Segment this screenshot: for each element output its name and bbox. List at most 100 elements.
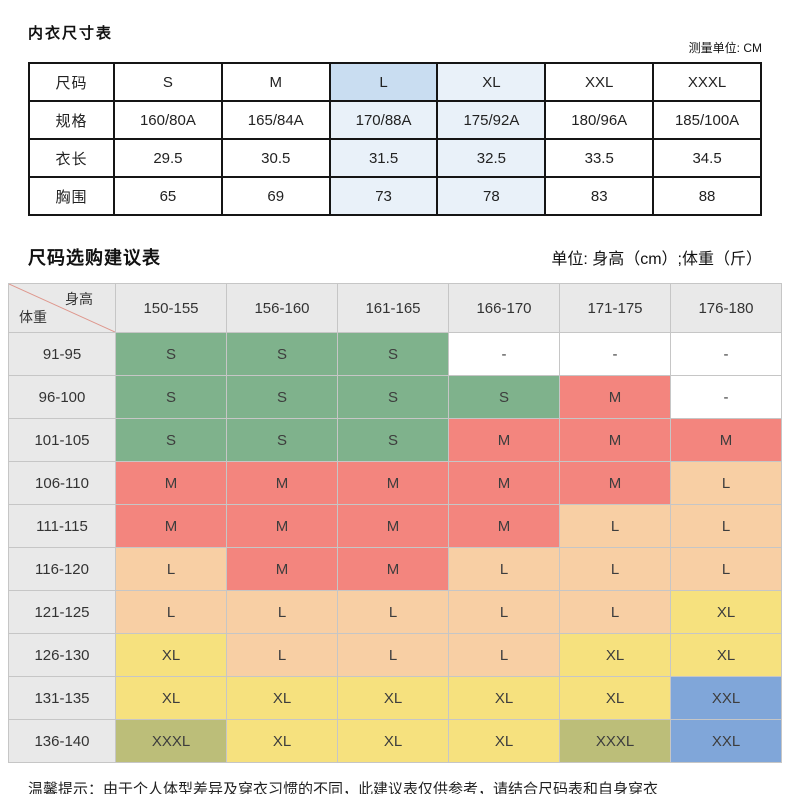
size-row-label: 尺码 xyxy=(28,62,115,102)
weight-range-label: 101-105 xyxy=(8,418,116,462)
height-range-header: 176-180 xyxy=(670,283,782,333)
rec-size-cell: S xyxy=(337,418,449,462)
rec-size-cell: L xyxy=(448,633,560,677)
size-cell: 33.5 xyxy=(544,138,655,178)
rec-size-cell: M xyxy=(559,375,671,419)
rec-size-cell: XL xyxy=(115,676,227,720)
note: 温馨提示： 由于个人体型差异及穿衣习惯的不同，此建议表仅供参考，请结合尺码表和自… xyxy=(28,779,762,794)
diagonal-divider xyxy=(9,284,115,332)
rec-size-cell: L xyxy=(559,547,671,591)
rec-size-cell: XXL xyxy=(670,719,782,763)
size-cell: 175/92A xyxy=(436,100,547,140)
rec-size-cell: L xyxy=(115,590,227,634)
size-cell: 170/88A xyxy=(328,100,439,140)
size-cell: 69 xyxy=(220,176,331,216)
rec-size-cell: XXXL xyxy=(559,719,671,763)
size-cell: 165/84A xyxy=(220,100,331,140)
rec-size-cell: M xyxy=(448,461,560,505)
rec-size-cell: S xyxy=(115,375,227,419)
size-table-row: 衣长 29.5 30.5 31.5 32.5 33.5 34.5 xyxy=(28,138,762,178)
recommendation-table: 身高 体重 150-155 156-160 161-165 166-170 171-17… xyxy=(8,283,782,763)
size-row-label: 规格 xyxy=(28,100,115,140)
size-cell: 73 xyxy=(328,176,439,216)
size-cell: M xyxy=(220,62,331,102)
weight-range-label: 126-130 xyxy=(8,633,116,677)
rec-size-cell: L xyxy=(670,461,782,505)
rec-size-cell: M xyxy=(448,418,560,462)
size-cell: 88 xyxy=(652,176,762,216)
recommendation-table-unit: 单位: 身高（cm）;体重（斤） xyxy=(551,251,762,268)
rec-size-cell: M xyxy=(337,504,449,548)
rec-size-cell: M xyxy=(226,547,338,591)
size-cell: S xyxy=(113,62,223,102)
note-line-1: 由于个人体型差异及穿衣习惯的不同，此建议表仅供参考，请结合尺码表和自身穿衣 xyxy=(103,781,659,794)
note-label: 温馨提示： xyxy=(28,781,104,794)
size-table-title: 内衣尺寸表 xyxy=(28,25,114,42)
weight-range-label: 136-140 xyxy=(8,719,116,763)
rec-table-row: 96-100 S S S S M - xyxy=(8,375,782,419)
rec-size-cell: L xyxy=(448,590,560,634)
rec-table-row: 121-125 L L L L L XL xyxy=(8,590,782,634)
size-cell: XL xyxy=(436,62,547,102)
rec-size-cell: XL xyxy=(115,633,227,677)
size-cell: L xyxy=(328,62,439,102)
size-cell: 32.5 xyxy=(436,138,547,178)
size-cell: 185/100A xyxy=(652,100,762,140)
size-row-label: 胸围 xyxy=(28,176,115,216)
rec-size-cell: M xyxy=(337,461,449,505)
rec-table-row: 126-130 XL L L L XL XL xyxy=(8,633,782,677)
rec-table-row: 101-105 S S S M M M xyxy=(8,418,782,462)
rec-size-cell: XL xyxy=(337,676,449,720)
rec-size-cell: L xyxy=(670,547,782,591)
rec-size-cell: S xyxy=(226,332,338,376)
rec-size-cell: XL xyxy=(337,719,449,763)
rec-size-cell: - xyxy=(559,332,671,376)
rec-size-cell: L xyxy=(226,590,338,634)
rec-table-row: 116-120 L M M L L L xyxy=(8,547,782,591)
rec-size-cell: XL xyxy=(226,719,338,763)
height-range-header: 166-170 xyxy=(448,283,560,333)
recommendation-table-header: 尺码选购建议表 单位: 身高（cm）;体重（斤） xyxy=(28,244,762,270)
size-table-row: 尺码 S M L XL XXL XXXL xyxy=(28,62,762,102)
rec-size-cell: M xyxy=(226,461,338,505)
rec-size-cell: M xyxy=(448,504,560,548)
rec-size-cell: XL xyxy=(670,590,782,634)
size-table: 尺码 S M L XL XXL XXXL 规格 160/80A 165/84A 170/88A 175… xyxy=(28,62,762,216)
rec-size-cell: S xyxy=(337,375,449,419)
rec-size-cell: L xyxy=(337,590,449,634)
rec-size-cell: M xyxy=(559,418,671,462)
size-cell: 180/96A xyxy=(544,100,655,140)
rec-size-cell: L xyxy=(670,504,782,548)
rec-size-cell: L xyxy=(115,547,227,591)
rec-size-cell: M xyxy=(337,547,449,591)
corner-cell: 身高 体重 xyxy=(8,283,116,333)
rec-size-cell: M xyxy=(115,504,227,548)
rec-size-cell: XL xyxy=(448,676,560,720)
rec-size-cell: M xyxy=(226,504,338,548)
rec-size-cell: L xyxy=(226,633,338,677)
size-row-label: 衣长 xyxy=(28,138,115,178)
rec-size-cell: M xyxy=(559,461,671,505)
weight-range-label: 121-125 xyxy=(8,590,116,634)
rec-size-cell: S xyxy=(337,332,449,376)
rec-table-row: 111-115 M M M M L L xyxy=(8,504,782,548)
rec-size-cell: - xyxy=(448,332,560,376)
weight-range-label: 116-120 xyxy=(8,547,116,591)
rec-table-row: 106-110 M M M M M L xyxy=(8,461,782,505)
weight-range-label: 106-110 xyxy=(8,461,116,505)
rec-size-cell: L xyxy=(337,633,449,677)
size-table-header: 内衣尺寸表 测量单位: CM xyxy=(28,20,762,56)
corner-weight-label: 体重 xyxy=(19,309,47,325)
height-range-header: 150-155 xyxy=(115,283,227,333)
height-range-header: 161-165 xyxy=(337,283,449,333)
rec-size-cell: L xyxy=(559,590,671,634)
rec-size-cell: XXXL xyxy=(115,719,227,763)
rec-size-cell: S xyxy=(226,375,338,419)
rec-size-cell: S xyxy=(226,418,338,462)
rec-size-cell: XL xyxy=(226,676,338,720)
weight-range-label: 91-95 xyxy=(8,332,116,376)
size-cell: 30.5 xyxy=(220,138,331,178)
size-cell: 34.5 xyxy=(652,138,762,178)
height-range-header: 171-175 xyxy=(559,283,671,333)
